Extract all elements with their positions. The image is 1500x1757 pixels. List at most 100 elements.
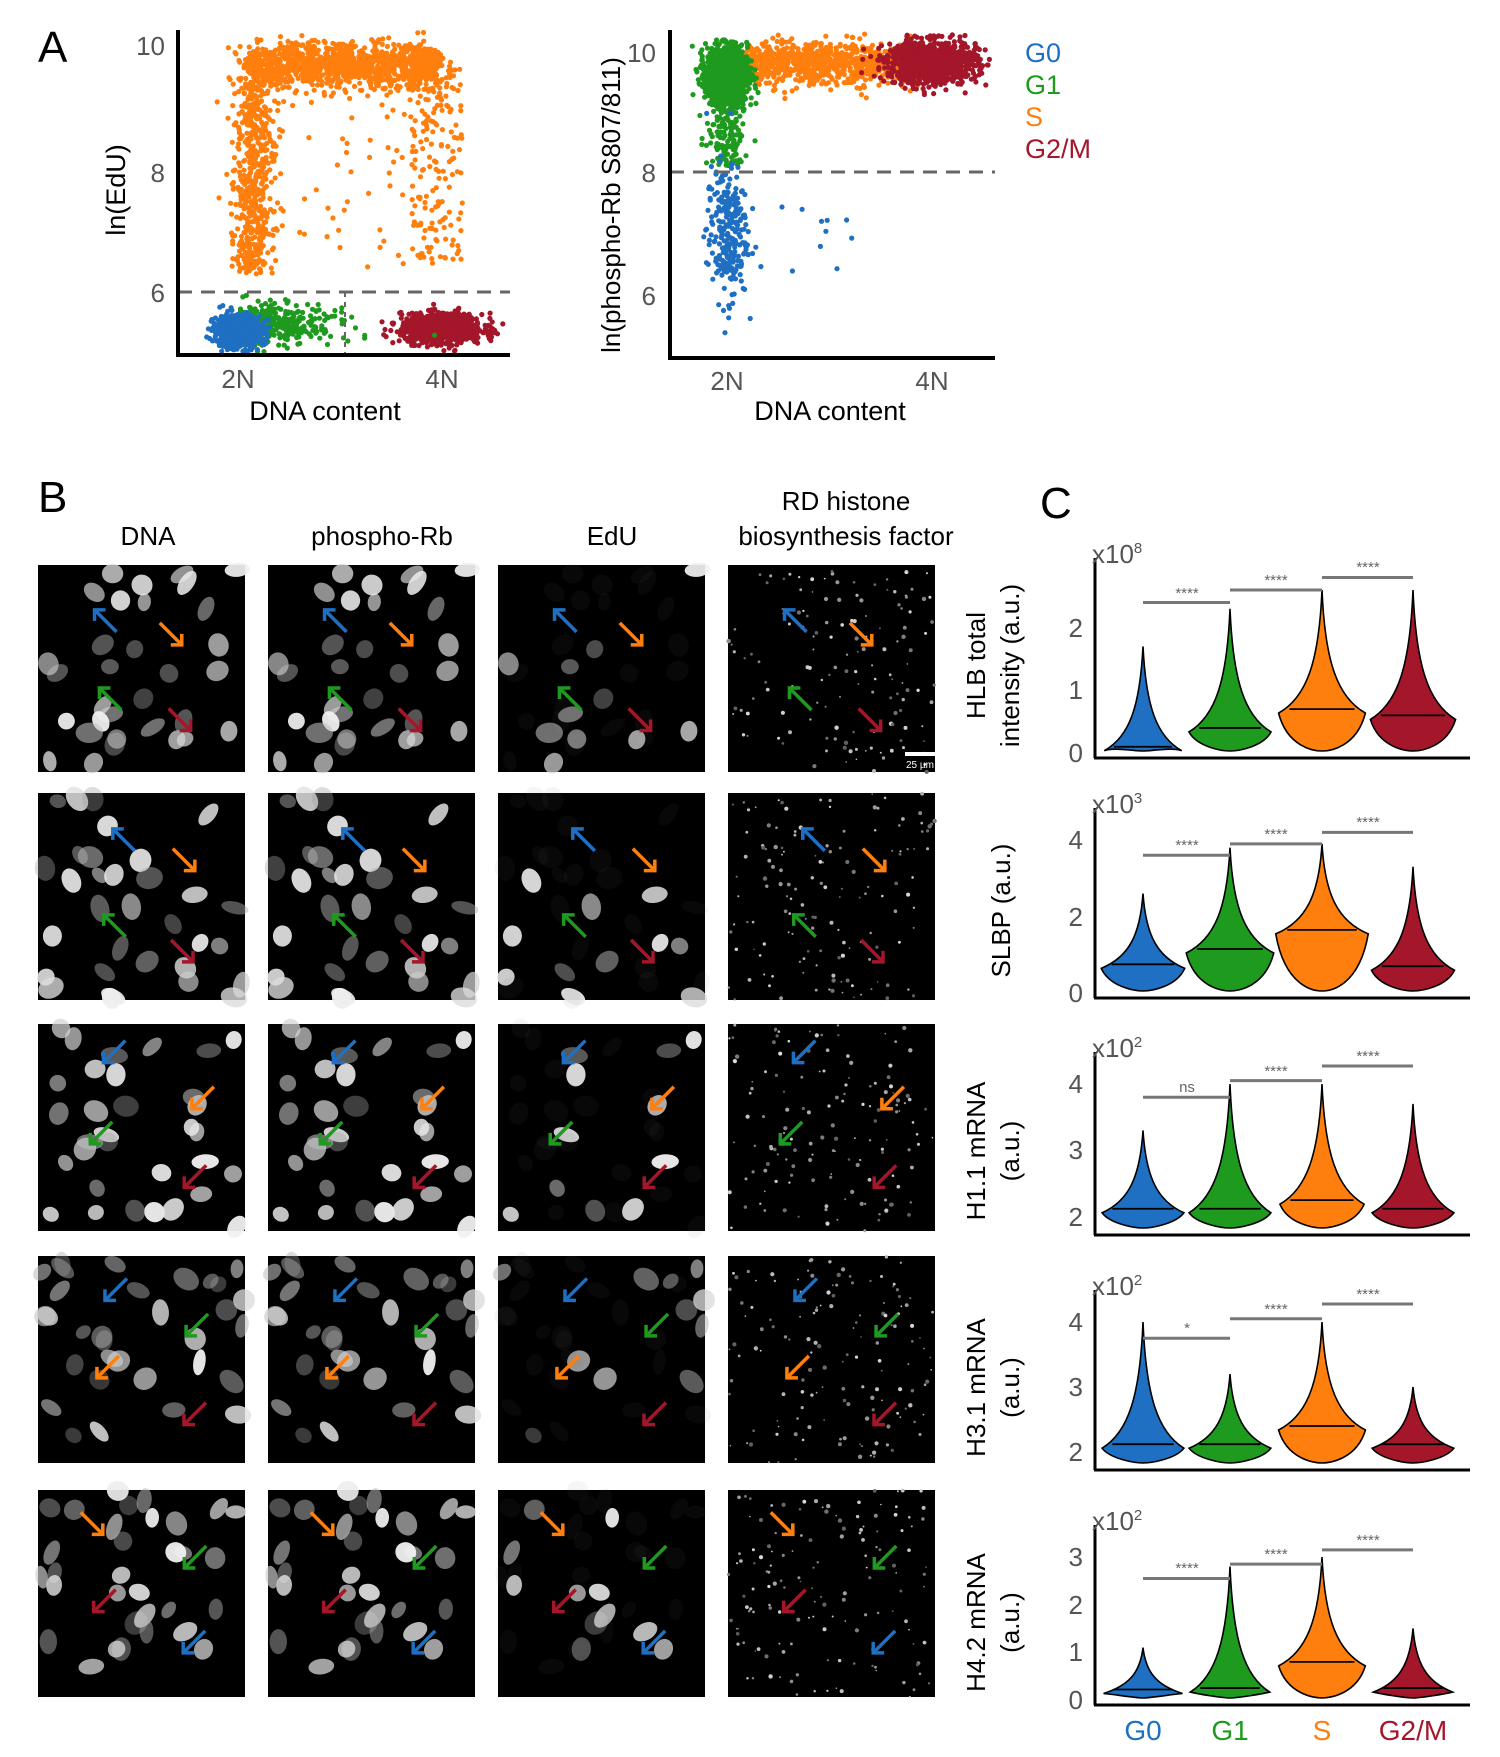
scatter-point-g1 — [237, 306, 244, 312]
scatter-point-s — [315, 47, 321, 53]
scatter-point-s — [378, 70, 384, 76]
scatter-point-s — [356, 72, 362, 78]
scatter-point-s — [293, 40, 299, 46]
scatter-point-s — [430, 129, 436, 135]
scatter-point-s — [450, 148, 456, 154]
scatter-point-s — [834, 74, 840, 80]
scatter-point-s — [264, 147, 270, 153]
scatter-point-s — [337, 244, 343, 251]
scatter-point-s — [384, 114, 390, 120]
scatter-point-s — [414, 44, 420, 51]
scatter-point-g0 — [237, 329, 243, 336]
scatter-point-s — [422, 74, 428, 80]
scatter-point-s — [228, 200, 234, 206]
scatter-point-s — [275, 107, 281, 114]
scatter-point-s — [286, 84, 292, 90]
scatter-point-g0 — [220, 334, 226, 340]
scatter-point-s — [433, 65, 439, 71]
scatter-point-s — [409, 197, 415, 203]
scatter-point-s — [265, 89, 271, 95]
scatter-point-s — [849, 72, 855, 78]
scatter-point-g1 — [332, 307, 338, 314]
scatter-point-s — [230, 81, 236, 87]
scatter-point-g0 — [237, 335, 243, 341]
scatter-point-s — [823, 44, 829, 50]
scatter-point-s — [790, 59, 796, 65]
scatter-point-s — [423, 118, 429, 124]
scatter-point-s — [236, 89, 242, 95]
scatter-point-g2m — [479, 311, 485, 318]
scatter-point-s — [797, 64, 803, 70]
scatter-point-g2m — [397, 332, 404, 338]
scatter-point-s — [450, 256, 456, 262]
scatter-point-s — [441, 224, 447, 231]
scatter-point-s — [259, 196, 265, 202]
scatter-point-s — [236, 186, 242, 193]
scatter-point-g1 — [319, 323, 325, 329]
scatter-point-g2m — [402, 325, 408, 331]
scatter-point-g0 — [265, 317, 271, 323]
scatter-point-g2m — [415, 315, 421, 321]
scatter-point-s — [422, 199, 428, 206]
scatter-point-s — [764, 44, 770, 50]
scatter-point-s — [265, 160, 271, 166]
scatter-point-g2m — [388, 327, 394, 334]
scatter-point-s — [785, 55, 791, 61]
scatter-point-s — [366, 53, 372, 60]
scatter-point-s — [846, 79, 852, 86]
scatter-point-s — [253, 160, 259, 166]
scatter-point-s — [343, 149, 350, 156]
scatter-point-s — [771, 73, 777, 79]
scatter-point-s — [444, 80, 450, 87]
scatter-point-s — [272, 175, 278, 181]
scatter-point-s — [249, 129, 255, 136]
scatter-point-s — [229, 181, 235, 187]
scatter-point-s — [263, 68, 269, 74]
ytick-label: 8 — [151, 158, 165, 188]
scatter-point-s — [425, 63, 431, 69]
scatter-point-s — [427, 225, 433, 231]
scatter-point-s — [450, 237, 456, 243]
scatter-point-s — [254, 62, 261, 68]
scatter-point-s — [369, 64, 375, 70]
scatter-point-s — [286, 51, 292, 57]
scatter-point-s — [322, 63, 328, 69]
scatter-point-s — [841, 80, 847, 86]
scatter-point-s — [427, 86, 433, 92]
scatter-point-s — [282, 79, 289, 85]
scatter-point-g1 — [263, 308, 270, 314]
scatter-point-s — [782, 95, 788, 102]
scatter-point-s — [350, 67, 356, 73]
panel-label-a: A — [38, 23, 68, 72]
scatter-point-s — [375, 52, 381, 59]
scatter-point-s — [256, 135, 262, 141]
scatter-point-s — [833, 45, 839, 51]
scatter-point-s — [384, 92, 390, 98]
scatter-point-s — [231, 155, 237, 161]
scatter-point-s — [335, 79, 342, 85]
scatter-point-s — [244, 224, 250, 230]
scatter-point-s — [431, 110, 437, 116]
scatter-point-s — [241, 90, 247, 96]
scatter-point-g2m — [424, 336, 430, 342]
scatter-point-s — [378, 57, 384, 64]
scatter-point-s — [380, 51, 386, 57]
scatter-point-s — [869, 42, 876, 49]
scatter-point-s — [442, 176, 448, 182]
scatter-point-s — [809, 67, 815, 73]
scatter-point-s — [828, 48, 834, 54]
scatter-point-s — [418, 48, 424, 54]
scatter-point-s — [233, 256, 239, 262]
scatter-point-s — [818, 54, 824, 60]
scatter-point-s — [357, 80, 363, 86]
scatter-point-s — [324, 234, 330, 240]
scatter-point-s — [439, 107, 445, 113]
scatter-point-s — [438, 96, 444, 102]
scatter-point-s — [278, 171, 284, 177]
scatter-point-s — [800, 77, 806, 83]
scatter-point-s — [444, 102, 450, 108]
scatter-point-s — [429, 220, 435, 226]
scatter-point-g2m — [983, 82, 989, 88]
scatter-point-s — [254, 103, 260, 109]
scatter-point-s — [447, 59, 454, 65]
